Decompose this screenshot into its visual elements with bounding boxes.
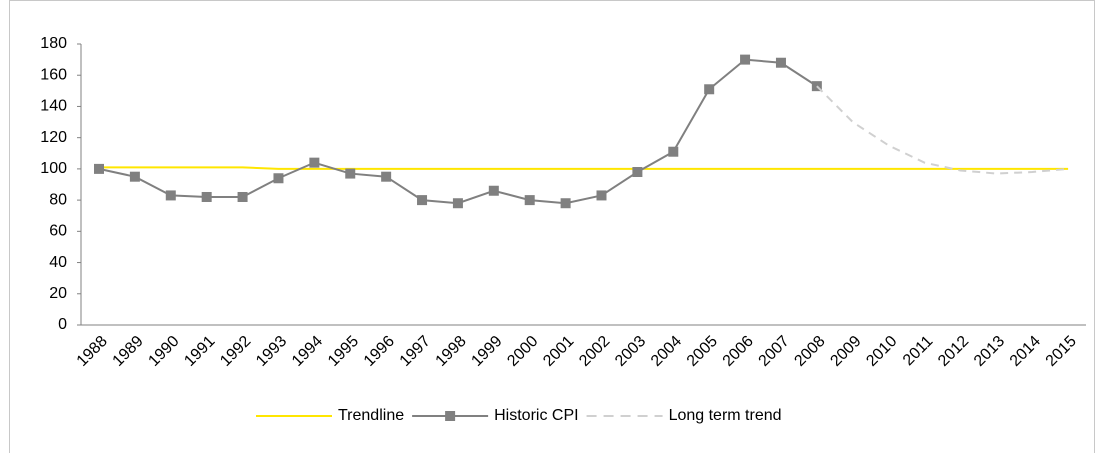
data-marker — [273, 173, 284, 184]
data-marker — [632, 167, 643, 178]
y-tick-label: 160 — [40, 66, 67, 83]
y-tick-label: 60 — [49, 223, 67, 240]
data-marker — [417, 195, 428, 206]
legend-label: Historic CPI — [494, 407, 578, 424]
series-line — [816, 85, 1069, 175]
series-line — [99, 166, 1069, 170]
y-tick-label: 100 — [40, 160, 67, 177]
y-tick-label: 180 — [40, 35, 67, 52]
legend-label: Long term trend — [669, 407, 782, 424]
legend-label: Trendline — [338, 407, 404, 424]
data-marker — [165, 190, 176, 201]
data-marker — [524, 195, 535, 206]
data-marker — [201, 191, 212, 202]
data-marker — [452, 198, 463, 209]
y-tick-label: 140 — [40, 98, 67, 115]
data-marker — [129, 171, 140, 182]
y-tick-label: 0 — [58, 316, 67, 333]
y-tick-label: 120 — [40, 129, 67, 146]
chart-frame — [9, 0, 1095, 453]
data-marker — [237, 191, 248, 202]
data-marker — [775, 57, 786, 68]
data-marker — [560, 198, 571, 209]
data-marker — [381, 171, 392, 182]
data-marker — [488, 185, 499, 196]
y-tick-label: 20 — [49, 285, 67, 302]
data-marker — [704, 84, 715, 95]
data-marker — [345, 168, 356, 179]
data-marker — [668, 146, 679, 157]
y-tick-label: 80 — [49, 191, 67, 208]
data-marker — [596, 190, 607, 201]
legend-marker — [445, 411, 456, 421]
y-tick-label: 40 — [49, 254, 67, 271]
data-marker — [740, 54, 751, 65]
data-marker — [309, 157, 320, 168]
data-marker — [94, 163, 104, 174]
